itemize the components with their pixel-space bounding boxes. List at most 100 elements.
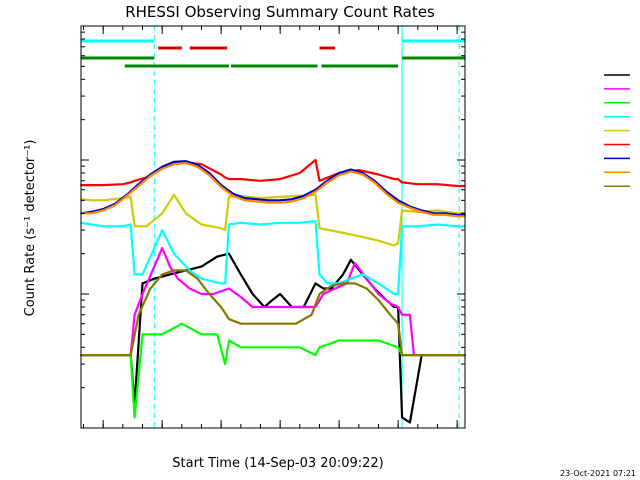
- series-8-point: [397, 322, 399, 325]
- series-1-point: [169, 265, 171, 268]
- series-7-point: [291, 200, 293, 203]
- series-5-point: [200, 163, 203, 166]
- series-4-point: [377, 239, 380, 242]
- series-3-point: [401, 225, 403, 228]
- series-line-7: [81, 161, 465, 218]
- series-1-point: [397, 306, 399, 308]
- series-7-point: [90, 212, 93, 215]
- series-7-point: [173, 163, 175, 166]
- series-7-point: [326, 181, 329, 184]
- series-7-point: [385, 192, 388, 195]
- series-7-point: [314, 190, 317, 193]
- series-3-point: [361, 273, 364, 276]
- series-5-point: [228, 178, 230, 181]
- series-4-point: [224, 229, 227, 232]
- series-8-point: [173, 269, 175, 272]
- series-3-point: [436, 223, 439, 226]
- series-4-point: [145, 225, 148, 228]
- series-7-point: [432, 213, 435, 216]
- series-1-point: [200, 293, 203, 295]
- series-3-point: [220, 282, 223, 285]
- series-0-point: [141, 282, 144, 285]
- series-6-point: [208, 172, 211, 174]
- series-4-point: [393, 244, 396, 247]
- series-7-point: [361, 173, 364, 176]
- series-5-point: [357, 169, 360, 172]
- series-8-point: [389, 313, 392, 316]
- series-4-point: [102, 199, 105, 202]
- series-1-point: [177, 277, 179, 280]
- series-3-point: [129, 223, 132, 226]
- series-0-point: [216, 255, 219, 258]
- series-8-point: [436, 354, 439, 356]
- series-4-point: [184, 212, 187, 215]
- series-1-point: [212, 293, 215, 295]
- series-5-point: [314, 159, 317, 161]
- series-8-point: [129, 354, 132, 356]
- series-7-point: [114, 204, 116, 207]
- series-1-point: [188, 287, 191, 290]
- series-6-point: [173, 160, 175, 163]
- series-5-point: [121, 183, 124, 186]
- series-3-point: [298, 221, 301, 224]
- series-1-point: [401, 313, 403, 316]
- series-4-point: [318, 227, 321, 230]
- series-1-point: [291, 306, 293, 308]
- series-7-point: [456, 215, 458, 218]
- series-8-point: [251, 322, 254, 325]
- series-line-8: [81, 269, 465, 357]
- series-4-point: [133, 225, 136, 228]
- series-1-point: [161, 247, 164, 250]
- series-8-point: [456, 354, 458, 356]
- series-3-point: [141, 273, 144, 276]
- series-7-point: [338, 174, 340, 177]
- series-7-point: [397, 201, 399, 204]
- series-3-point: [393, 293, 396, 295]
- series-2-point: [318, 346, 321, 349]
- series-3-point: [377, 282, 380, 285]
- series-2-point: [180, 322, 183, 325]
- series-7-point: [243, 199, 246, 202]
- series-3-point: [239, 221, 242, 224]
- series-5-point: [239, 178, 242, 181]
- series-3-point: [259, 223, 262, 226]
- series-2-point: [141, 333, 144, 336]
- series-5-point: [102, 184, 105, 187]
- series-8-point: [318, 293, 321, 295]
- series-line-5: [81, 158, 465, 188]
- series-5-point: [220, 173, 223, 176]
- series-7-point: [125, 195, 128, 197]
- series-5-point: [393, 178, 396, 181]
- series-0-point: [271, 299, 274, 301]
- series-6-point: [291, 198, 293, 201]
- series-2-point: [239, 346, 242, 349]
- series-8-point: [184, 269, 187, 272]
- series-7-point: [196, 165, 199, 168]
- series-3-point: [102, 225, 105, 228]
- series-8-point: [239, 322, 242, 325]
- series-3-point: [188, 269, 191, 272]
- series-3-point: [318, 273, 321, 276]
- series-8-point: [401, 354, 403, 356]
- series-3-point: [224, 282, 227, 285]
- series-6-point: [338, 172, 340, 174]
- series-8-point: [196, 277, 199, 280]
- series-3-point: [161, 229, 164, 232]
- chart-title: RHESSI Observing Summary Count Rates: [125, 3, 435, 21]
- series-3-point: [279, 221, 281, 224]
- series-3-point: [200, 277, 203, 280]
- series-5-point: [397, 178, 399, 181]
- series-2-point: [338, 339, 340, 342]
- series-2-point: [357, 339, 360, 342]
- series-4-point: [401, 209, 403, 212]
- series-0-point: [350, 258, 352, 261]
- series-5-point: [133, 179, 136, 182]
- series-6-point: [302, 195, 305, 197]
- series-0-point: [200, 265, 203, 268]
- series-3-point: [326, 282, 329, 285]
- series-2-point: [259, 346, 262, 349]
- series-5-point: [129, 181, 132, 184]
- series-5-point: [298, 172, 301, 174]
- series-8-point: [149, 287, 152, 290]
- series-1-point: [228, 287, 230, 290]
